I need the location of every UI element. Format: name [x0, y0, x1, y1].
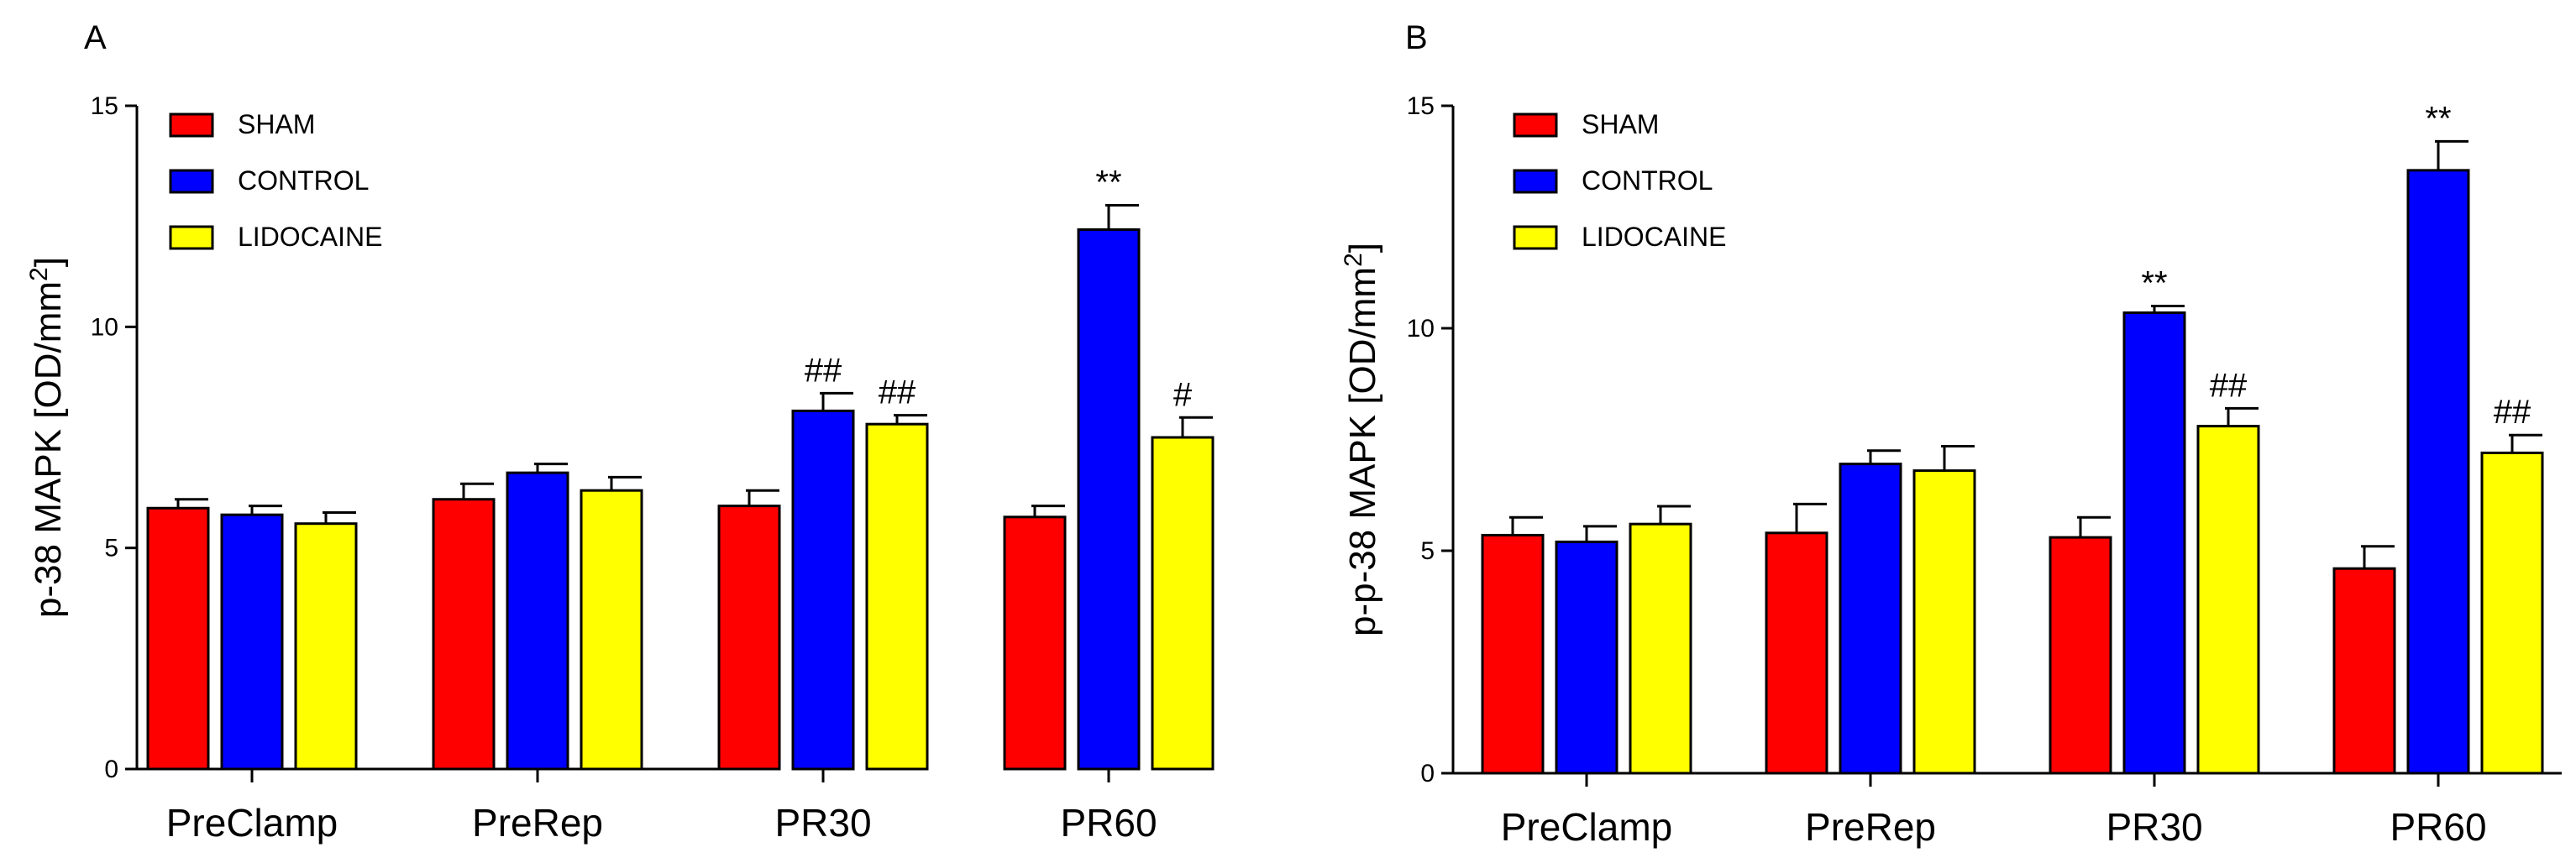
- x-tick-label: PR60: [2390, 805, 2486, 849]
- bar-lidocaine-pr60: [1151, 436, 1215, 771]
- y-tick-label: 0: [1420, 760, 1435, 787]
- bar-sham-pr30: [717, 505, 781, 771]
- bar-sham-pr60: [2332, 567, 2396, 775]
- bar-control-prerep: [506, 471, 569, 771]
- legend-label-lidocaine: LIDOCAINE: [238, 222, 382, 252]
- y-tick-label: 0: [104, 756, 118, 783]
- y-tick-label: 10: [91, 313, 118, 341]
- legend-swatch-control: [169, 169, 214, 194]
- bar-lidocaine-preclamp: [1629, 522, 1692, 775]
- legend-label-control: CONTROL: [1582, 165, 1713, 196]
- legend-label-sham: SHAM: [1582, 109, 1659, 139]
- bar-lidocaine-preclamp: [294, 522, 358, 771]
- y-tick-label: 15: [91, 92, 118, 120]
- significance-label: **: [2141, 265, 2167, 302]
- bar-control-pr30: [2122, 311, 2186, 775]
- significance-label: ##: [2494, 394, 2531, 431]
- panel-b: B ** ** ## ## 0 5 10 15 PreClamp PreRep PR30 PR60 p-p…: [1340, 19, 2562, 849]
- legend-label-sham: SHAM: [238, 109, 315, 139]
- y-tick-label: 5: [104, 535, 118, 562]
- legend-swatch-sham: [169, 112, 214, 138]
- bar-control-pr30: [791, 409, 855, 771]
- y-axis-label: p-p-38 MAPK [OD/mm2]: [1340, 243, 1383, 636]
- x-tick-label: PR30: [774, 801, 871, 845]
- bar-sham-prerep: [432, 498, 496, 771]
- bar-sham-pr60: [1003, 515, 1067, 771]
- legend-swatch-lidocaine: [169, 225, 214, 250]
- x-tick-label: PR60: [1060, 801, 1157, 845]
- x-tick-label: PreClamp: [1501, 805, 1673, 849]
- legend-label-control: CONTROL: [238, 165, 369, 196]
- legend-swatch-lidocaine: [1513, 225, 1558, 250]
- legend-label-lidocaine: LIDOCAINE: [1582, 222, 1726, 252]
- x-tick-label: PreClamp: [166, 801, 338, 845]
- y-axis-label: p-38 MAPK [OD/mm2]: [25, 257, 69, 618]
- bar-lidocaine-prerep: [580, 489, 643, 771]
- bar-control-pr60: [1077, 228, 1141, 771]
- y-axis-label-superscript: 2: [25, 267, 53, 281]
- significance-label: **: [2425, 100, 2451, 137]
- bar-sham-pr30: [2049, 536, 2112, 775]
- y-axis-label-main: p-38 MAPK [OD/mm: [28, 281, 69, 618]
- bar-sham-preclamp: [1481, 533, 1545, 775]
- bar-lidocaine-pr60: [2480, 451, 2544, 775]
- bar-control-preclamp: [1555, 540, 1619, 775]
- legend-swatch-control: [1513, 169, 1558, 194]
- panel-label: A: [84, 19, 107, 56]
- x-tick-label: PreRep: [1805, 805, 1936, 849]
- panel-label: B: [1405, 19, 1428, 56]
- x-tick-label: PR30: [2106, 805, 2202, 849]
- significance-label: **: [1095, 165, 1121, 201]
- y-tick-label: 10: [1407, 315, 1435, 343]
- y-axis-label-main: p-p-38 MAPK [OD/mm: [1342, 267, 1383, 636]
- bar-sham-prerep: [1765, 531, 1828, 775]
- bar-lidocaine-prerep: [1912, 469, 1976, 775]
- bar-control-prerep: [1839, 463, 1902, 775]
- bar-lidocaine-pr30: [2196, 425, 2260, 775]
- y-axis-label-superscript: 2: [1340, 253, 1367, 267]
- y-tick-label: 5: [1420, 537, 1435, 565]
- legend-swatch-sham: [1513, 112, 1558, 138]
- bar-control-pr60: [2406, 169, 2470, 775]
- y-axis-label-close: ]: [1342, 243, 1383, 253]
- significance-label: ##: [879, 374, 916, 411]
- bar-lidocaine-pr30: [865, 422, 929, 771]
- significance-label: ##: [805, 352, 842, 389]
- x-tick-label: PreRep: [472, 801, 603, 845]
- bar-control-preclamp: [220, 513, 284, 771]
- significance-label: #: [1173, 376, 1193, 413]
- y-axis-label-close: ]: [28, 257, 69, 267]
- bar-sham-preclamp: [146, 506, 210, 771]
- significance-label: ##: [2210, 367, 2248, 404]
- y-tick-label: 15: [1407, 92, 1435, 120]
